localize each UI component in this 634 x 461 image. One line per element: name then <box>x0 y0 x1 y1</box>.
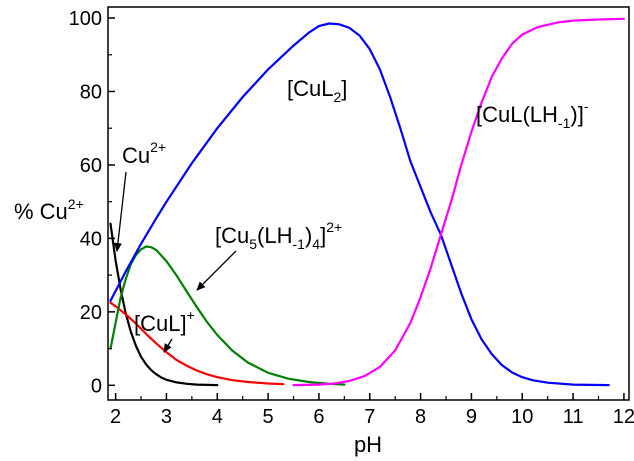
series-line-cu_free <box>109 222 219 387</box>
label-cu5: [Cu5(LH-1)4]2+ <box>215 219 342 252</box>
y-axis: 0 20 40 60 80 100 <box>69 8 115 397</box>
y-tick-label: 60 <box>80 155 102 177</box>
y-axis-title: % Cu2+ <box>14 196 84 224</box>
series-line-cul_lh <box>292 17 625 387</box>
x-tick-label: 7 <box>364 406 375 428</box>
arrow-cul-plus <box>163 338 173 353</box>
x-tick-label: 2 <box>110 406 121 428</box>
x-tick-label: 9 <box>466 406 477 428</box>
series-line-cul2 <box>109 22 610 387</box>
plot-frame <box>107 6 630 401</box>
x-tick-label: 5 <box>263 406 274 428</box>
label-cul2: [CuL2] <box>287 76 347 105</box>
y-tick-label: 40 <box>80 228 102 250</box>
arrow-cu5 <box>196 250 237 291</box>
x-axis: 2 3 4 5 6 7 8 9 10 11 12 <box>110 393 634 428</box>
series-line-cul_plus <box>109 301 285 386</box>
x-tick-label: 12 <box>613 406 634 428</box>
x-tick-label: 4 <box>212 406 223 428</box>
arrow-cu-free <box>113 171 127 252</box>
x-tick-label: 6 <box>313 406 324 428</box>
y-tick-label: 0 <box>91 375 102 397</box>
y-tick-label: 20 <box>80 302 102 324</box>
x-tick-label: 11 <box>563 406 584 428</box>
label-cu-free: Cu2+ <box>122 139 166 168</box>
y-tick-label: 80 <box>80 81 102 103</box>
label-cul-plus: [CuL]+ <box>134 307 195 336</box>
x-axis-title: pH <box>354 432 382 457</box>
x-tick-label: 10 <box>511 406 533 428</box>
x-tick-label: 8 <box>415 406 426 428</box>
series-layer <box>109 17 625 387</box>
y-tick-label: 100 <box>69 8 102 30</box>
label-cul-lh: [CuL(LH-1)]- <box>476 98 589 131</box>
x-tick-label: 3 <box>161 406 172 428</box>
series-line-cu5 <box>109 245 346 386</box>
